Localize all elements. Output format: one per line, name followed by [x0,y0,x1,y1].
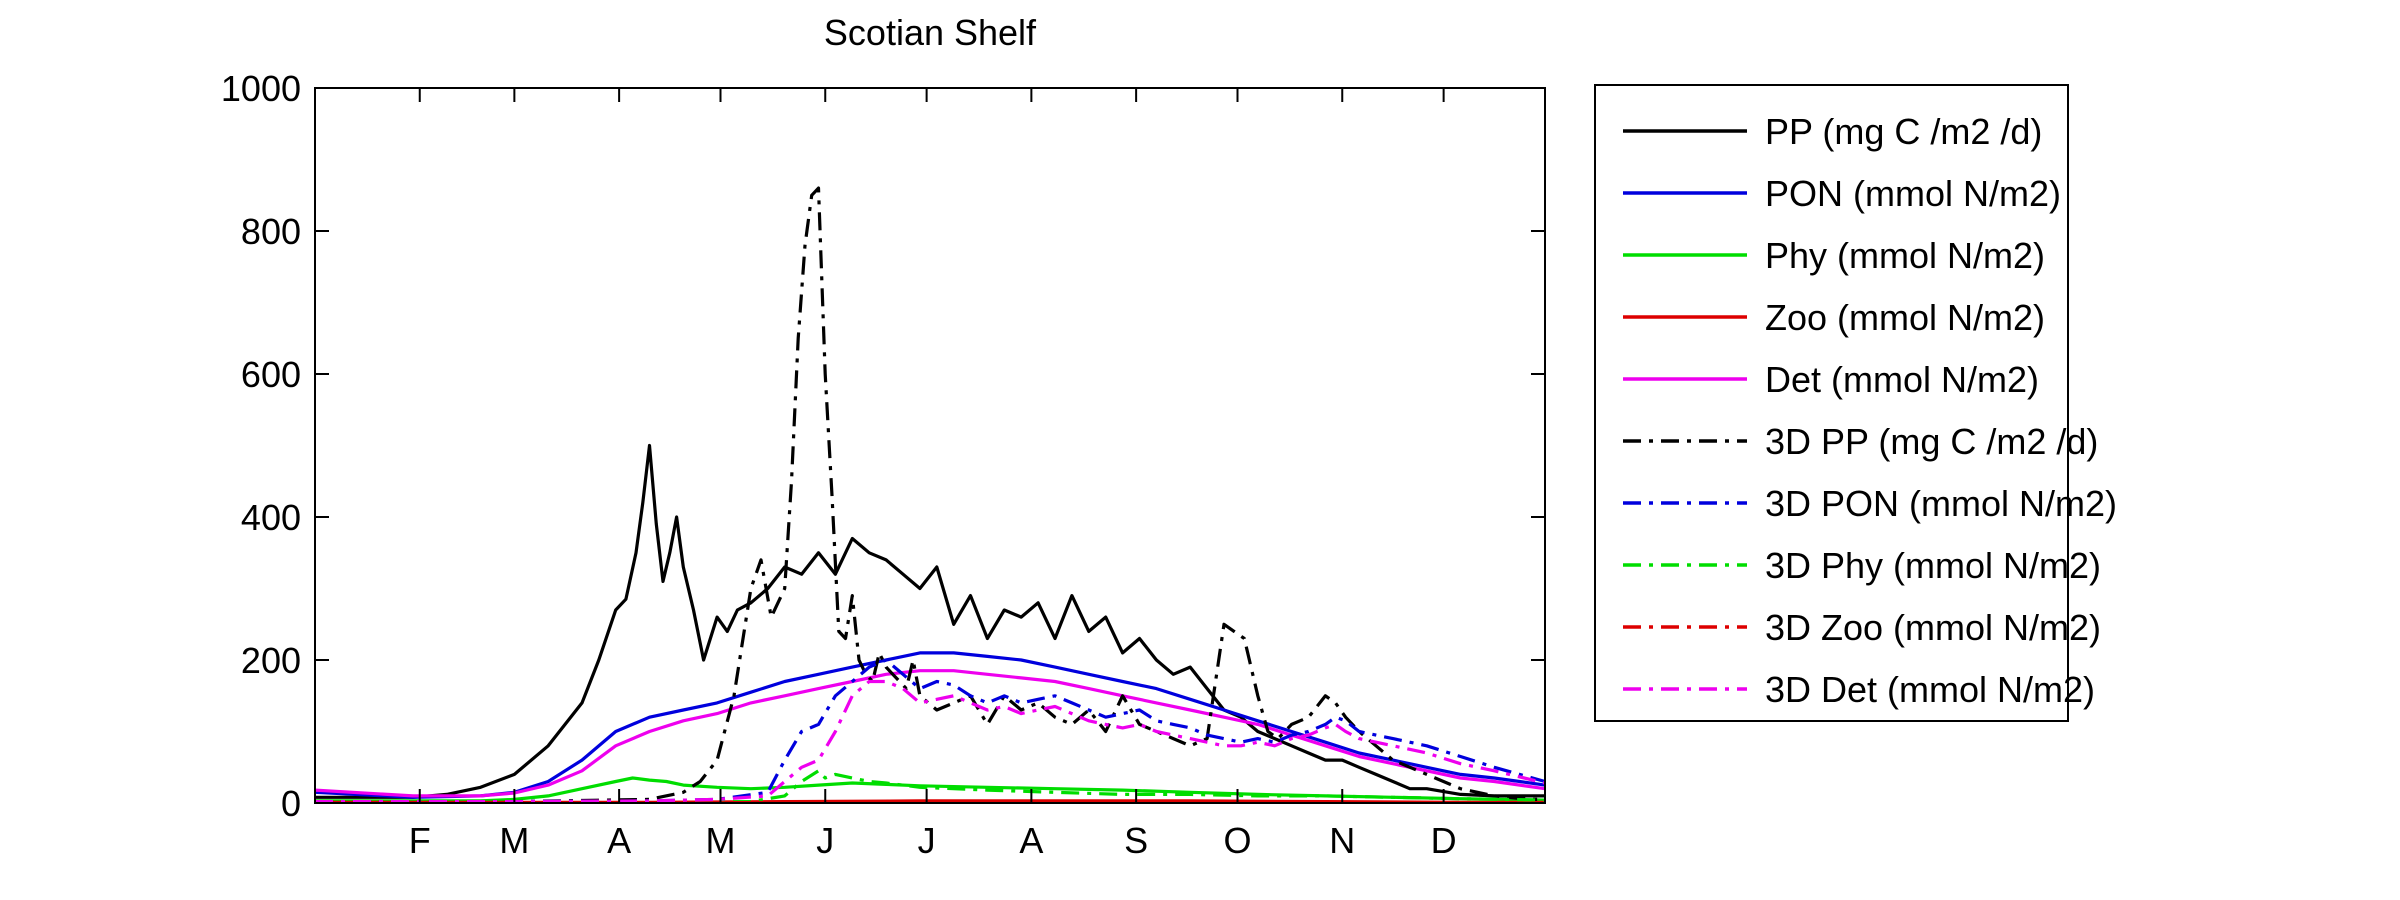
x-tick-label: F [409,820,431,861]
series-lines [315,186,1545,803]
x-tick-label: A [1019,820,1043,861]
series-line-8 [315,769,1545,803]
series-line-10 [315,679,1545,803]
series-line-2 [315,651,1545,799]
x-tick-label: M [499,820,529,861]
y-tick-label: 1000 [221,68,301,109]
chart-title: Scotian Shelf [824,12,1037,53]
legend-label-5: Det (mmol N/m2) [1765,359,2039,400]
y-tick-label: 200 [241,640,301,681]
x-tick-label: O [1223,820,1251,861]
legend-box [1594,84,2069,722]
legend-label-10: 3D Det (mmol N/m2) [1765,669,2095,710]
series-line-3 [315,776,1545,803]
legend-label-9: 3D Zoo (mmol N/m2) [1765,607,2101,648]
x-tick-label: A [607,820,631,861]
x-tick-label: S [1124,820,1148,861]
axes-frame [314,87,1546,804]
x-tick-label: J [918,820,936,861]
x-tick-label: D [1431,820,1457,861]
legend: PP (mg C /m2 /d) PON (mmol N/m2) Phy (mmol… [1594,84,2117,722]
legend-label-1: PP (mg C /m2 /d) [1765,111,2042,152]
series-line-1 [315,443,1545,799]
legend-label-3: Phy (mmol N/m2) [1765,235,2045,276]
y-tick-label: 800 [241,211,301,252]
series-line-9 [315,799,1545,803]
legend-label-4: Zoo (mmol N/m2) [1765,297,2045,338]
y-tick-label: 600 [241,354,301,395]
x-tick-label: M [705,820,735,861]
series-line-7 [315,658,1545,803]
legend-label-7: 3D PON (mmol N/m2) [1765,483,2117,524]
x-tick-label: J [816,820,834,861]
legend-label-2: PON (mmol N/m2) [1765,173,2061,214]
x-tick-label: N [1329,820,1355,861]
series-line-6 [315,186,1545,803]
y-tick-label: 400 [241,497,301,538]
plot-area: 0 200 400 600 800 1000 F M A M J J A S O N D [221,68,1546,861]
legend-label-6: 3D PP (mg C /m2 /d) [1765,421,2098,462]
series-line-5 [315,669,1545,798]
legend-label-8: 3D Phy (mmol N/m2) [1765,545,2101,586]
y-tick-label: 0 [281,783,301,824]
